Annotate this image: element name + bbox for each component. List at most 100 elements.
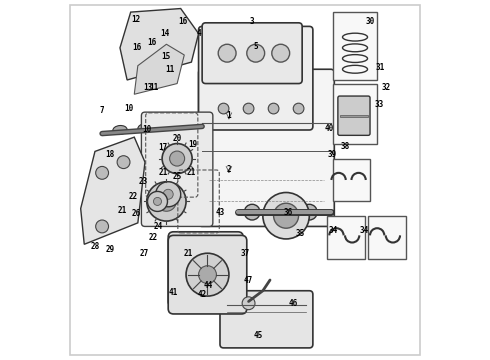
Text: 32: 32 bbox=[382, 83, 391, 92]
Text: 39: 39 bbox=[328, 150, 337, 159]
FancyBboxPatch shape bbox=[168, 232, 243, 307]
Circle shape bbox=[147, 182, 186, 221]
Text: 24: 24 bbox=[154, 222, 163, 231]
Ellipse shape bbox=[138, 124, 152, 133]
Text: 11: 11 bbox=[149, 83, 159, 92]
Text: 3: 3 bbox=[250, 17, 254, 26]
Circle shape bbox=[263, 193, 309, 239]
Text: 7: 7 bbox=[99, 106, 104, 115]
FancyBboxPatch shape bbox=[338, 96, 370, 135]
Text: 47: 47 bbox=[243, 275, 252, 284]
Circle shape bbox=[163, 189, 173, 199]
Bar bbox=[368, 216, 406, 258]
Circle shape bbox=[209, 266, 220, 276]
Text: 28: 28 bbox=[91, 242, 100, 251]
Circle shape bbox=[157, 192, 176, 211]
Text: 30: 30 bbox=[366, 17, 375, 26]
Text: 18: 18 bbox=[105, 150, 115, 159]
Text: 16: 16 bbox=[178, 17, 187, 26]
Text: 21: 21 bbox=[158, 168, 168, 177]
Text: 15: 15 bbox=[161, 52, 171, 61]
Text: 36: 36 bbox=[283, 208, 293, 217]
Bar bbox=[333, 158, 370, 202]
Text: 38: 38 bbox=[341, 141, 350, 150]
FancyBboxPatch shape bbox=[142, 112, 213, 226]
Bar bbox=[327, 216, 365, 258]
Text: 16: 16 bbox=[147, 38, 157, 47]
Text: 21: 21 bbox=[183, 249, 193, 258]
Text: 13: 13 bbox=[143, 83, 152, 92]
Text: 34: 34 bbox=[329, 225, 338, 234]
Text: 45: 45 bbox=[254, 331, 263, 340]
Circle shape bbox=[198, 266, 217, 284]
FancyBboxPatch shape bbox=[220, 291, 313, 348]
Circle shape bbox=[96, 166, 109, 179]
Circle shape bbox=[156, 182, 181, 207]
Ellipse shape bbox=[181, 123, 195, 132]
Circle shape bbox=[301, 204, 317, 220]
Text: 11: 11 bbox=[165, 65, 174, 74]
Polygon shape bbox=[81, 137, 145, 244]
Circle shape bbox=[200, 257, 229, 285]
Text: 14: 14 bbox=[160, 29, 169, 38]
Text: 21: 21 bbox=[117, 206, 126, 215]
Circle shape bbox=[268, 103, 279, 114]
Text: 5: 5 bbox=[253, 41, 258, 50]
Text: 1: 1 bbox=[226, 111, 231, 120]
Circle shape bbox=[96, 220, 109, 233]
Text: 31: 31 bbox=[375, 63, 385, 72]
Circle shape bbox=[273, 204, 289, 220]
Circle shape bbox=[192, 266, 202, 276]
Circle shape bbox=[218, 44, 236, 62]
Circle shape bbox=[117, 156, 130, 168]
Circle shape bbox=[243, 103, 254, 114]
Polygon shape bbox=[120, 9, 198, 80]
Ellipse shape bbox=[113, 126, 127, 135]
Text: 44: 44 bbox=[204, 281, 213, 290]
FancyBboxPatch shape bbox=[168, 235, 247, 314]
Text: 46: 46 bbox=[289, 299, 298, 308]
Text: 22: 22 bbox=[129, 192, 138, 201]
Text: 40: 40 bbox=[324, 124, 334, 133]
Text: 42: 42 bbox=[197, 290, 207, 299]
Text: 33: 33 bbox=[374, 100, 384, 109]
Text: 29: 29 bbox=[105, 245, 115, 254]
Text: 21: 21 bbox=[187, 168, 196, 177]
Text: 23: 23 bbox=[139, 177, 148, 186]
Circle shape bbox=[147, 192, 168, 211]
Text: 25: 25 bbox=[172, 172, 182, 181]
Text: 35: 35 bbox=[296, 229, 305, 238]
Circle shape bbox=[245, 204, 260, 220]
Text: 26: 26 bbox=[131, 210, 141, 219]
Text: 4: 4 bbox=[196, 29, 201, 38]
Circle shape bbox=[293, 103, 304, 114]
Circle shape bbox=[272, 44, 290, 62]
Text: 17: 17 bbox=[158, 143, 168, 152]
Text: 43: 43 bbox=[216, 208, 224, 217]
Circle shape bbox=[218, 103, 229, 114]
Polygon shape bbox=[134, 44, 184, 94]
Text: 37: 37 bbox=[241, 249, 249, 258]
Text: 27: 27 bbox=[140, 249, 149, 258]
Text: 10: 10 bbox=[124, 104, 134, 113]
Text: 22: 22 bbox=[148, 233, 157, 242]
Text: 10: 10 bbox=[142, 126, 151, 135]
Circle shape bbox=[162, 144, 192, 174]
FancyBboxPatch shape bbox=[202, 23, 302, 84]
Text: 41: 41 bbox=[168, 288, 177, 297]
Circle shape bbox=[186, 253, 229, 296]
Bar bbox=[340, 114, 368, 117]
Circle shape bbox=[242, 297, 255, 310]
Bar bbox=[333, 12, 377, 80]
Text: 19: 19 bbox=[189, 140, 198, 149]
Text: 12: 12 bbox=[131, 15, 141, 24]
Text: 34: 34 bbox=[360, 225, 369, 234]
FancyBboxPatch shape bbox=[198, 69, 334, 226]
Ellipse shape bbox=[163, 123, 177, 132]
Bar bbox=[333, 84, 377, 144]
Circle shape bbox=[153, 197, 162, 206]
Text: 2: 2 bbox=[226, 165, 231, 174]
Circle shape bbox=[273, 203, 298, 228]
Circle shape bbox=[247, 44, 265, 62]
Text: 16: 16 bbox=[132, 43, 142, 52]
